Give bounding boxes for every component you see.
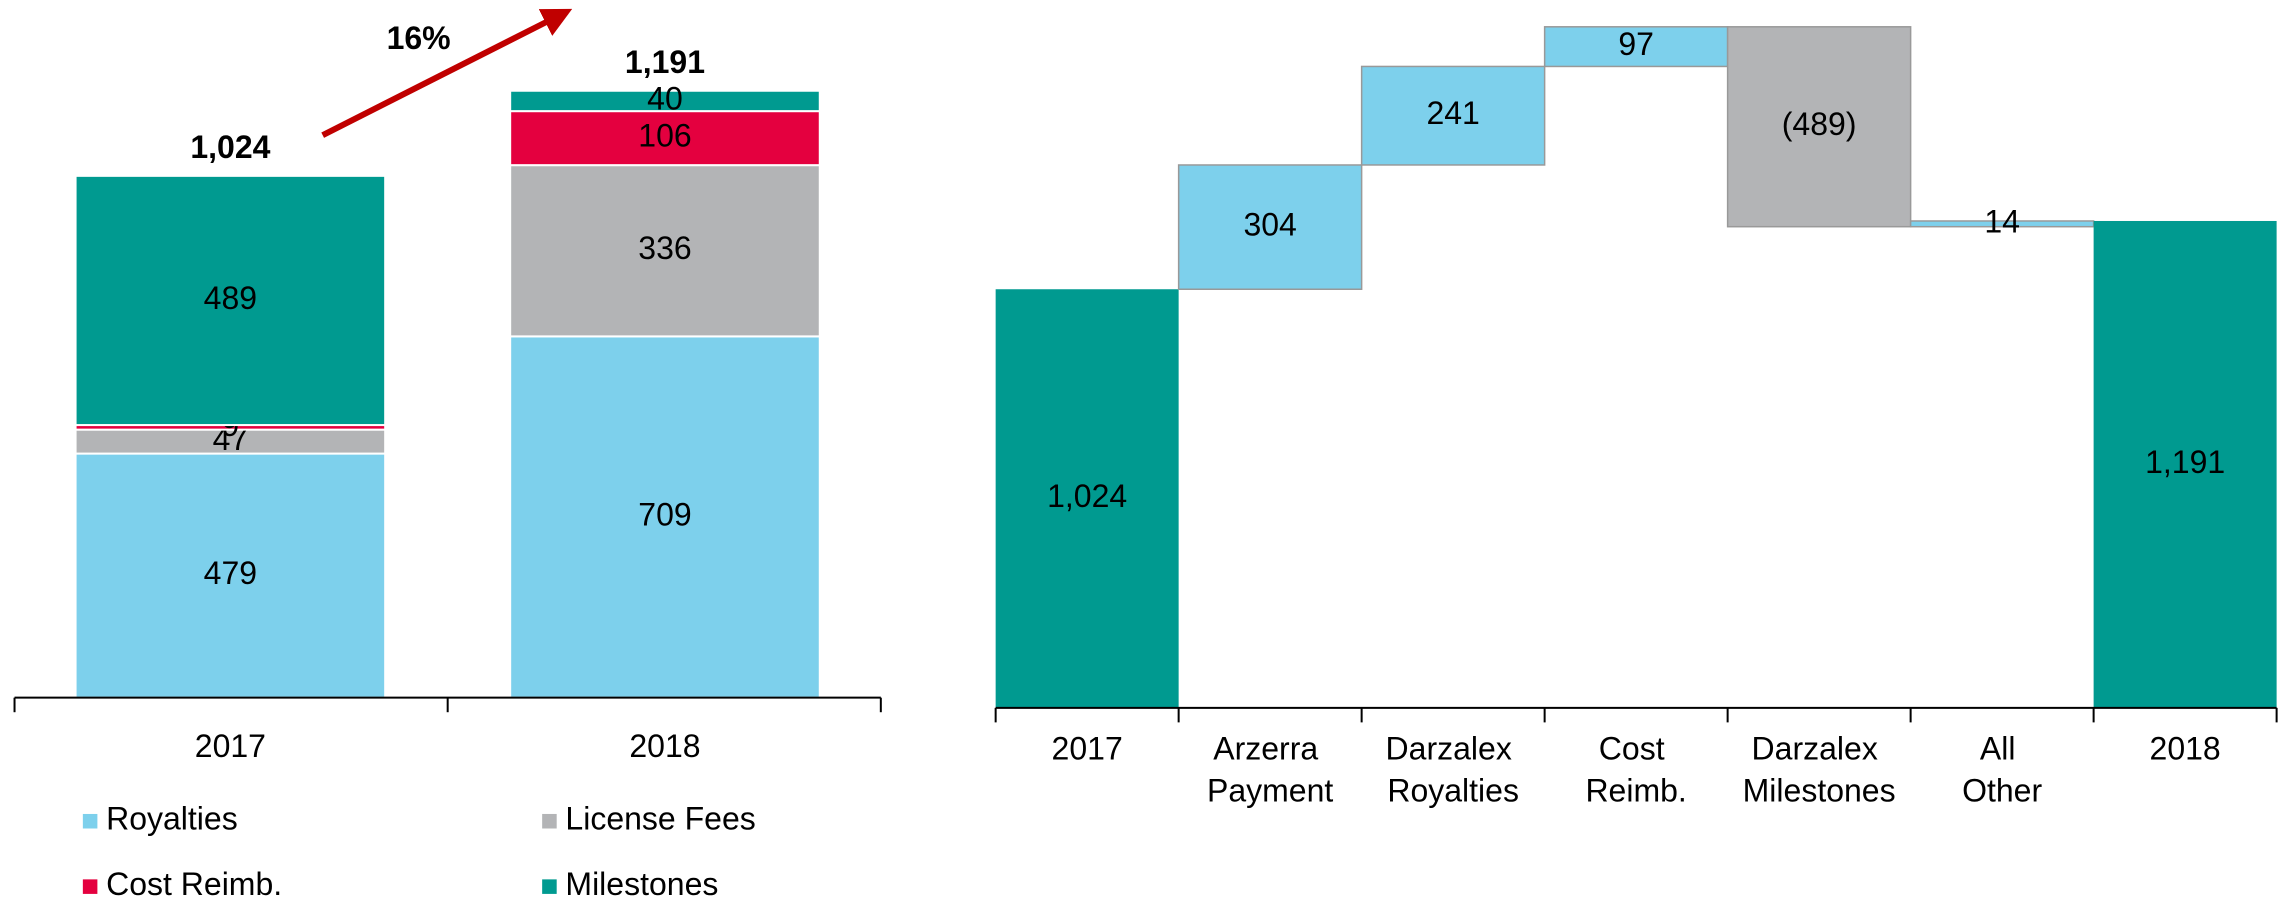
x-tick-label: 2018 bbox=[629, 728, 700, 764]
x-tick-label: 2018 bbox=[2150, 731, 2221, 767]
legend-label: Royalties bbox=[106, 801, 238, 837]
x-tick-label: 2017 bbox=[1052, 731, 1123, 767]
value-label: 106 bbox=[638, 118, 691, 154]
legend-label: Cost Reimb. bbox=[106, 866, 282, 902]
legend-label: Milestones bbox=[565, 866, 718, 902]
value-label: 336 bbox=[638, 230, 691, 266]
value-label: 97 bbox=[1618, 26, 1654, 62]
value-label: 479 bbox=[204, 555, 257, 591]
x-tick-label: Cost Reimb. bbox=[1585, 731, 1686, 809]
waterfall-bar bbox=[2093, 220, 2277, 708]
waterfall-bar bbox=[1360, 65, 1546, 166]
x-tick-label: Darzalex Milestones bbox=[1743, 731, 1896, 809]
x-tick-label: 2017 bbox=[195, 728, 266, 764]
x-tick-label: Arzerra Payment bbox=[1207, 731, 1333, 809]
waterfall-bar bbox=[1726, 26, 1912, 228]
value-label: 241 bbox=[1426, 95, 1479, 131]
legend-label: License Fees bbox=[565, 801, 755, 837]
value-label: 709 bbox=[638, 496, 691, 532]
legend-swatch bbox=[542, 813, 557, 829]
total-label: 1,024 bbox=[190, 129, 270, 165]
bar-segment bbox=[509, 89, 821, 113]
total-label: 1,191 bbox=[625, 44, 705, 80]
value-label: 489 bbox=[204, 280, 257, 316]
bar-segment bbox=[74, 174, 387, 427]
annotation: 16% bbox=[387, 20, 451, 56]
x-tick-label: All Other bbox=[1962, 731, 2042, 809]
waterfall-bar bbox=[1177, 164, 1363, 290]
value-label: (489) bbox=[1782, 106, 1857, 142]
value-label: 1,024 bbox=[1047, 478, 1127, 514]
value-label: 14 bbox=[1984, 203, 2020, 239]
annotation-arrow bbox=[321, 8, 573, 138]
value-label: 1,191 bbox=[2145, 444, 2225, 480]
waterfall-bar bbox=[1543, 26, 1729, 68]
legend-swatch bbox=[82, 813, 98, 829]
value-label: 304 bbox=[1243, 207, 1296, 243]
legend-swatch bbox=[542, 879, 557, 894]
bar-segment bbox=[74, 452, 387, 699]
value-label: 40 bbox=[647, 80, 683, 116]
x-tick-label: Darzalex Royalties bbox=[1386, 731, 1521, 809]
legend-swatch bbox=[82, 879, 98, 894]
waterfall-bar bbox=[995, 289, 1179, 708]
